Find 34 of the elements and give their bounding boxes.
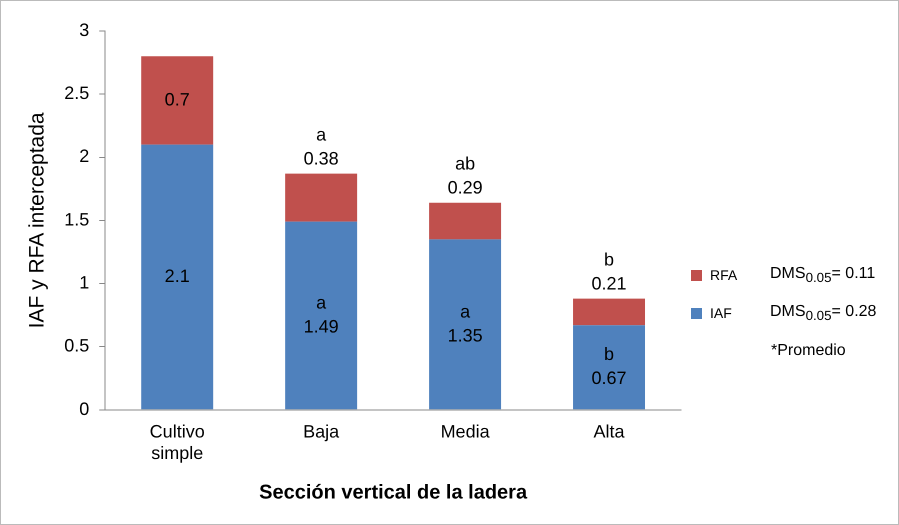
y-tick-label: 2 [79,146,90,166]
x-tick-label: Media [440,422,491,442]
y-tick-label: 3 [79,20,90,40]
y-tick-label: 1 [79,272,90,292]
text: DMS$_{0.05}$= 0.11 [770,264,876,286]
data-label: ab 0.29 [448,154,483,198]
x-tick-label: Alta [594,422,626,442]
bar [573,325,646,410]
data-label: a 1.35 [448,301,483,346]
x-tick-label: Cultivo simple [150,422,205,464]
x-tick-label: Baja [303,422,340,442]
text: DMS$_{0.05}$= 0.28 [770,302,876,324]
bar [285,174,358,222]
bar [141,56,214,145]
data-label: a 1.49 [304,292,339,336]
bar [573,298,646,326]
legend-label: IAF [710,305,733,321]
bar [285,222,358,410]
y-tick-label: 1.5 [64,209,90,230]
bar [429,202,502,240]
data-label: 2.1 [164,266,190,286]
legend-label: RFA [710,267,738,283]
data-label: 0.7 [164,89,190,110]
y-tick-label: 2.5 [64,83,90,104]
data-label: b 0.67 [592,344,627,388]
data-label: b 0.21 [592,250,627,294]
y-tick-label: 0.5 [64,336,90,356]
bar [429,239,502,410]
y-axis-title: IAF y RFA interceptada [25,112,48,328]
bar [141,144,214,410]
x-axis-title: Sección vertical de la ladera [259,482,528,504]
text: *Promedio [770,341,847,361]
y-tick-label: 0 [79,398,90,419]
data-label: a 0.38 [304,124,339,169]
